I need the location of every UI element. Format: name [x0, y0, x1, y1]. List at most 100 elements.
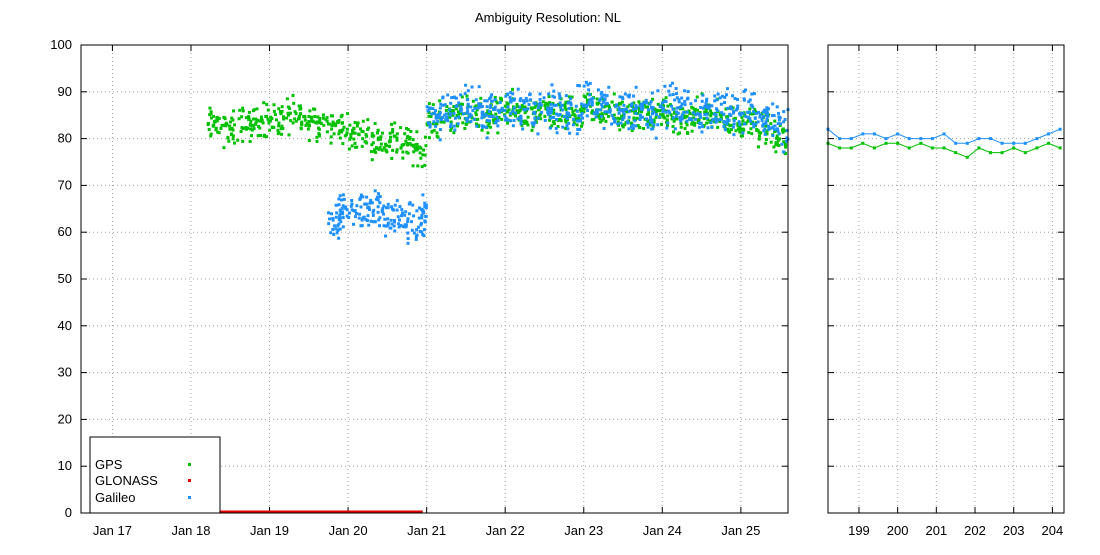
- data-point-gps: [782, 140, 786, 144]
- data-point-gps: [329, 135, 333, 139]
- data-point-gps: [580, 124, 584, 128]
- data-point-galileo: [736, 104, 740, 108]
- data-point-galileo: [729, 114, 733, 118]
- data-point-galileo: [566, 127, 570, 131]
- data-point-gps: [280, 105, 284, 109]
- data-point-gps: [564, 118, 568, 122]
- data-point-gps: [406, 127, 410, 131]
- data-point-galileo: [777, 132, 781, 136]
- data-point-galileo: [488, 106, 492, 110]
- data-point-galileo: [650, 121, 654, 125]
- data-point-galileo: [657, 115, 661, 119]
- data-point-galileo: [706, 126, 710, 130]
- data-point-galileo: [380, 209, 384, 213]
- data-point-gps: [231, 128, 235, 132]
- data-point-galileo: [359, 224, 363, 228]
- data-point-galileo: [457, 115, 461, 119]
- data-point-galileo: [463, 92, 467, 96]
- data-point-galileo: [337, 197, 341, 201]
- data-point-gps: [209, 132, 213, 136]
- data-point-galileo: [621, 117, 625, 121]
- data-point-gps: [539, 117, 543, 121]
- data-point-galileo: [397, 225, 401, 229]
- data-point-galileo: [424, 203, 428, 207]
- data-point-gps: [228, 127, 232, 131]
- x-tick-label: Jan 23: [564, 523, 603, 538]
- data-point-gps: [215, 116, 219, 120]
- data-point-galileo: [496, 124, 500, 128]
- data-point-galileo: [658, 105, 662, 109]
- data-point-galileo: [359, 205, 363, 209]
- data-point-gps: [526, 115, 530, 119]
- data-point-galileo: [679, 115, 683, 119]
- data-point-galileo: [729, 105, 733, 109]
- data-point-galileo: [428, 125, 432, 129]
- data-point-galileo: [726, 106, 730, 110]
- data-point-gps: [265, 103, 269, 107]
- data-point-gps: [600, 118, 604, 122]
- data-point-gps: [604, 104, 608, 108]
- data-point-gps: [604, 119, 608, 123]
- data-point-galileo: [631, 108, 635, 112]
- data-point-galileo: [668, 84, 672, 88]
- data-point-gps: [361, 130, 365, 134]
- data-point-galileo: [386, 217, 390, 221]
- data-point-gps: [318, 116, 322, 120]
- data-point-gps: [595, 97, 599, 101]
- data-point-gps: [248, 140, 252, 144]
- data-point-gps: [287, 133, 291, 137]
- data-point-gps: [756, 145, 760, 149]
- data-point-galileo: [480, 124, 484, 128]
- data-point-galileo: [516, 87, 520, 91]
- data-point-gps: [420, 165, 424, 169]
- data-point-galileo: [331, 218, 335, 222]
- data-point-gps: [574, 108, 578, 112]
- data-point-gps: [427, 110, 431, 114]
- data-point-gps: [683, 127, 687, 131]
- data-point-gps: [774, 141, 778, 145]
- data-point-galileo: [571, 123, 575, 127]
- x-tick-label: 203: [1003, 523, 1025, 538]
- data-point-gps: [258, 133, 262, 137]
- data-point-galileo: [762, 129, 766, 133]
- data-point-gps: [753, 107, 757, 111]
- data-point-galileo: [489, 114, 493, 118]
- data-point-galileo: [665, 126, 669, 130]
- data-point-galileo: [511, 124, 515, 128]
- data-point-gps: [356, 121, 360, 125]
- data-point-gps: [378, 137, 382, 141]
- data-point-gps: [646, 105, 650, 109]
- data-point-gps: [405, 141, 409, 145]
- data-point-galileo: [337, 222, 341, 226]
- data-point-galileo: [345, 208, 349, 212]
- data-point-gps: [660, 122, 664, 126]
- data-point-gps: [345, 127, 349, 131]
- data-point-gps: [595, 101, 599, 105]
- data-point-galileo: [667, 89, 671, 93]
- series-line-galileo: [827, 128, 1061, 144]
- data-point-gps: [366, 128, 370, 132]
- data-point-galileo: [652, 110, 656, 114]
- data-point-gps: [289, 119, 293, 123]
- data-point-galileo: [338, 208, 342, 212]
- data-point-gps: [612, 113, 616, 117]
- data-point-galileo: [627, 95, 631, 99]
- data-point-gps: [470, 116, 474, 120]
- data-point-galileo: [738, 123, 742, 127]
- data-point-gps: [423, 163, 427, 167]
- data-point-galileo: [449, 125, 453, 129]
- data-point-galileo: [680, 102, 684, 106]
- data-point-galileo: [634, 104, 638, 108]
- data-point-galileo: [725, 122, 729, 126]
- data-point-gps: [315, 139, 319, 143]
- data-point-galileo: [661, 101, 665, 105]
- data-point-galileo: [712, 112, 716, 116]
- data-point-galileo: [336, 224, 340, 228]
- data-point-galileo: [424, 206, 428, 210]
- data-point-gps: [896, 141, 900, 145]
- data-point-galileo: [758, 113, 762, 117]
- data-point-gps: [570, 106, 574, 110]
- data-point-gps: [418, 145, 422, 149]
- main-panel: 0 10 20 30 40 50 60 70 80 90 100 Jan 17 Jan 18 Jan 19…: [50, 37, 790, 538]
